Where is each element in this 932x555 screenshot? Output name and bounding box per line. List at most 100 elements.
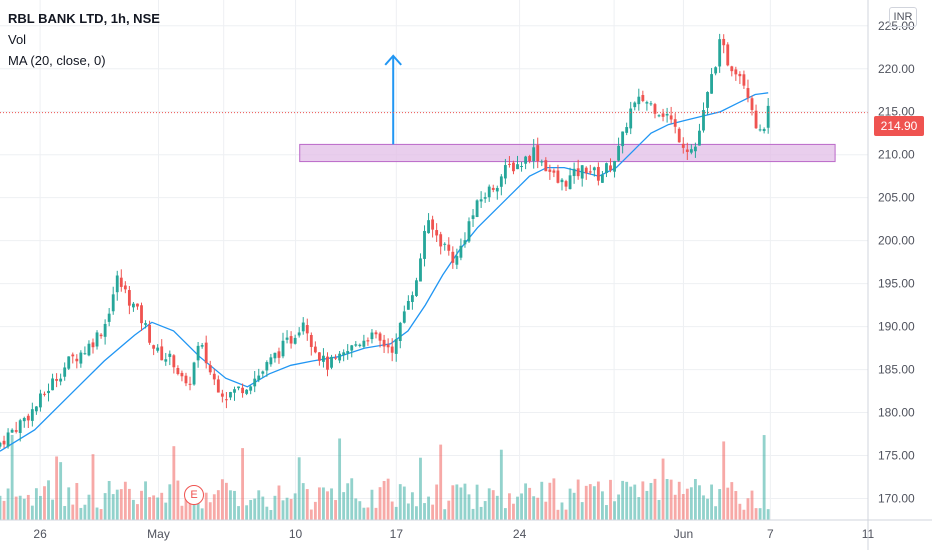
candle-body [503,165,507,179]
candle-body [649,103,653,105]
candle-body [544,160,548,172]
volume-bar [107,480,111,520]
volume-bar [338,438,342,520]
candle-body [706,92,709,108]
volume-bar [762,435,766,520]
candle-body [754,110,758,129]
volume-bar [746,498,750,520]
volume-bar [669,479,673,520]
volume-bar [528,487,532,520]
earnings-marker[interactable]: E [184,485,204,505]
candle-body [192,362,196,385]
candle-body [119,277,123,287]
candle-body [406,300,410,310]
candle-body [111,294,115,312]
volume-bar [305,489,309,520]
candle-body [443,243,447,245]
y-tick-label: 200.00 [878,234,915,248]
candle-body [596,166,600,181]
candle-body [394,339,398,354]
indicator-ma[interactable]: MA (20, close, 0) [8,53,106,68]
volume-bar [722,441,726,520]
volume-bar [524,483,528,520]
volume-bar [245,505,249,520]
volume-bar [633,484,637,520]
candle-body [164,359,168,362]
volume-bar [410,492,414,520]
candle-body [677,128,681,143]
volume-bar [180,505,184,520]
candle-body [552,170,556,173]
volume-bar [609,479,612,520]
volume-bar [556,509,560,520]
volume-bar [758,508,762,520]
arrow-head [384,54,402,66]
volume-bar [208,502,212,520]
symbol-title[interactable]: RBL BANK LTD, 1h, NSE [8,11,160,26]
volume-bar [588,484,592,520]
candle-body [528,156,532,162]
candle-body [301,322,305,332]
candle-body [30,409,34,421]
candle-body [382,339,386,347]
candle-body [293,337,297,344]
volume-bar [467,494,471,520]
volume-bar [665,479,669,520]
volume-bar [152,495,156,520]
volume-bar [398,484,402,520]
x-tick-label: 17 [390,527,404,541]
candle-body [358,344,362,347]
candle-body [540,161,544,163]
candle-body [136,303,139,307]
candle-body [212,373,216,380]
candle-body [536,145,540,162]
volume-bar [596,481,600,520]
volume-bar [200,508,204,520]
volume-bar [661,458,665,520]
candle-body [641,95,645,102]
candle-body [580,165,584,179]
candle-body [18,420,22,433]
candle-body [281,340,285,357]
candle-body [59,378,63,382]
candle-body [734,69,738,75]
volume-bar [617,494,621,520]
y-tick-label: 190.00 [878,320,915,334]
candle-body [423,230,426,259]
candle-body [216,379,220,393]
candle-body [0,442,2,447]
volume-bar [726,487,730,520]
candle-body [184,375,188,384]
candle-body [342,352,346,356]
candle-body [132,303,135,308]
candle-body [657,115,661,117]
x-tick-label: 26 [33,527,47,541]
candle-body [398,322,402,341]
candle-body [710,74,713,94]
candle-body [370,332,374,340]
candle-body [592,167,596,171]
volume-bar [95,507,99,520]
volume-bar [431,504,435,520]
candle-body [229,392,232,398]
currency-button[interactable]: INR [889,7,917,27]
candle-body [180,372,184,377]
volume-bar [435,484,439,520]
chart-legend: RBL BANK LTD, 1h, NSE Vol MA (20, close,… [8,8,160,71]
volume-bar [0,495,2,520]
volume-bar [471,508,475,520]
y-tick-label: 175.00 [878,449,915,463]
x-tick-label: Jun [674,527,693,541]
candle-body [451,251,455,263]
candle-body [645,102,649,104]
indicator-vol[interactable]: Vol [8,32,27,47]
volume-bar [237,506,240,520]
volume-bar [164,502,168,520]
volume-bar [621,480,625,520]
candle-body [483,197,487,199]
volume-bar [402,486,406,520]
volume-bar [313,501,317,520]
volume-bar [249,500,253,520]
candle-body [661,113,665,117]
